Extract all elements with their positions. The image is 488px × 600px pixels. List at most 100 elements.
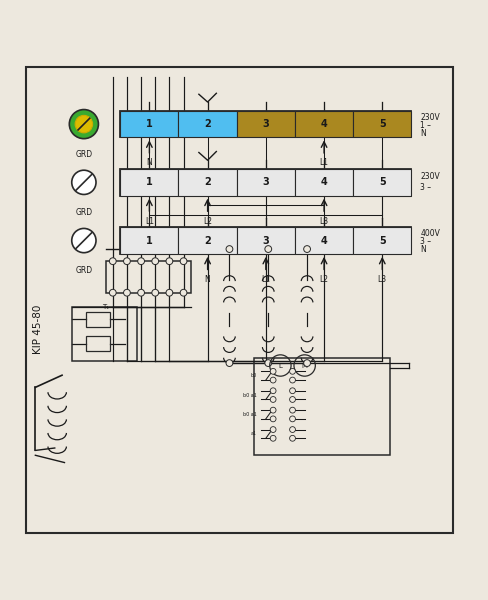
Bar <box>295 169 353 196</box>
Text: 1 –: 1 – <box>420 121 431 130</box>
Bar <box>120 169 411 196</box>
Circle shape <box>265 245 272 253</box>
Circle shape <box>180 258 187 265</box>
Bar <box>106 261 191 293</box>
Text: 3 –: 3 – <box>420 183 431 192</box>
Circle shape <box>226 245 233 253</box>
Circle shape <box>270 427 276 433</box>
Circle shape <box>166 258 173 265</box>
Text: 3: 3 <box>263 119 269 129</box>
Text: 230V: 230V <box>420 113 440 122</box>
Text: 4: 4 <box>321 178 327 187</box>
Bar <box>86 337 110 351</box>
Circle shape <box>138 258 144 265</box>
Bar <box>237 169 295 196</box>
Circle shape <box>289 407 295 413</box>
Text: b0 a1: b0 a1 <box>243 392 257 398</box>
Text: b0: b0 <box>251 373 257 378</box>
Bar <box>353 111 411 137</box>
Text: GRD: GRD <box>75 266 92 275</box>
Text: L1: L1 <box>262 275 270 284</box>
Bar <box>237 227 295 254</box>
Text: N: N <box>420 129 426 138</box>
Circle shape <box>270 416 276 422</box>
Circle shape <box>289 416 295 422</box>
Bar <box>254 358 389 455</box>
Bar <box>295 227 353 254</box>
Text: 4: 4 <box>321 236 327 245</box>
Text: a1: a1 <box>251 431 257 436</box>
Text: 3: 3 <box>263 236 269 245</box>
Bar <box>179 111 237 137</box>
Text: 230V: 230V <box>420 172 440 181</box>
Circle shape <box>152 258 159 265</box>
Text: 400V: 400V <box>420 229 440 238</box>
Circle shape <box>270 407 276 413</box>
Text: L: L <box>279 362 283 368</box>
Text: T₁: T₁ <box>102 304 109 310</box>
Bar <box>120 227 179 254</box>
Bar <box>120 227 411 254</box>
Text: N: N <box>146 158 152 167</box>
Bar <box>295 111 353 137</box>
Text: KIP 45-80: KIP 45-80 <box>33 304 43 354</box>
Circle shape <box>270 436 276 441</box>
Circle shape <box>304 245 310 253</box>
Text: L3: L3 <box>378 275 387 284</box>
Circle shape <box>109 289 116 296</box>
Circle shape <box>138 289 144 296</box>
Circle shape <box>166 289 173 296</box>
Text: L1: L1 <box>145 217 154 226</box>
Text: N: N <box>205 275 210 284</box>
Text: b0 a1: b0 a1 <box>243 412 257 417</box>
Circle shape <box>270 377 276 383</box>
Bar <box>353 169 411 196</box>
Text: 3: 3 <box>263 178 269 187</box>
Circle shape <box>289 388 295 394</box>
Text: 1: 1 <box>146 119 153 129</box>
Text: M: M <box>302 362 307 368</box>
Circle shape <box>270 368 276 374</box>
Text: L1: L1 <box>320 158 328 167</box>
Circle shape <box>289 397 295 403</box>
Circle shape <box>109 258 116 265</box>
Circle shape <box>226 359 233 367</box>
Text: L3: L3 <box>320 217 328 226</box>
Text: 5: 5 <box>379 178 386 187</box>
Circle shape <box>289 436 295 441</box>
Circle shape <box>304 359 310 367</box>
Circle shape <box>152 289 159 296</box>
Circle shape <box>289 377 295 383</box>
Circle shape <box>69 110 99 139</box>
Circle shape <box>72 229 96 253</box>
Text: 2: 2 <box>204 178 211 187</box>
Bar <box>179 169 237 196</box>
Text: N: N <box>420 245 426 254</box>
Circle shape <box>289 427 295 433</box>
Bar <box>26 67 453 533</box>
Text: 2: 2 <box>204 236 211 245</box>
Circle shape <box>270 397 276 403</box>
Text: 5: 5 <box>379 119 386 129</box>
Circle shape <box>180 289 187 296</box>
Text: 4: 4 <box>321 119 327 129</box>
Bar <box>86 312 110 326</box>
Circle shape <box>265 359 272 367</box>
Text: L2: L2 <box>203 217 212 226</box>
Text: GRD: GRD <box>75 208 92 217</box>
Circle shape <box>123 289 130 296</box>
Bar <box>120 169 179 196</box>
Bar <box>120 111 179 137</box>
Text: L2: L2 <box>320 275 328 284</box>
Bar <box>120 111 411 137</box>
Circle shape <box>75 115 93 133</box>
Bar <box>179 227 237 254</box>
Circle shape <box>123 258 130 265</box>
Text: 5: 5 <box>379 236 386 245</box>
Circle shape <box>270 388 276 394</box>
Text: 2: 2 <box>204 119 211 129</box>
Bar <box>237 111 295 137</box>
Text: GRD: GRD <box>75 149 92 158</box>
Bar <box>72 307 137 361</box>
Text: 3 –: 3 – <box>420 238 431 247</box>
